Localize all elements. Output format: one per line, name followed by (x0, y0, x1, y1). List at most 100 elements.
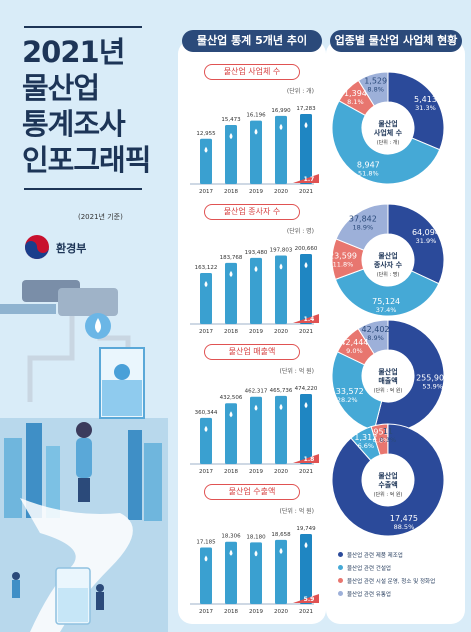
slice-value: 42,402 (362, 325, 390, 334)
value-label: 465,736 (270, 388, 293, 394)
category-label: 2018 (224, 329, 238, 335)
value-label: 183,768 (220, 255, 243, 261)
slice-percent: 31.3% (415, 104, 436, 112)
category-label: 2020 (274, 329, 288, 335)
drop-icon (279, 547, 283, 554)
slice (335, 203, 389, 251)
chart-title: 물산업 수출액 (204, 484, 300, 500)
category-label: 2017 (199, 469, 213, 475)
title-rule (24, 26, 142, 28)
category-label: 2017 (199, 329, 213, 335)
change-label: 1.8 (304, 456, 315, 463)
slice-value: 1,529 (364, 77, 387, 86)
value-label: 19,749 (296, 526, 316, 532)
slice (331, 100, 441, 185)
taegeuk-logo-icon (25, 235, 49, 259)
value-label: 462,317 (245, 389, 268, 395)
donut-center-label: 물산업 (378, 367, 397, 376)
category-label: 2018 (224, 189, 238, 195)
title-line-3: 통계조사 (22, 107, 126, 141)
legend-item: 물산업 관련 건설업 (338, 561, 458, 574)
employee-count-donut: 64,094 31.9% 75,124 37.4% 23,599 11.8% 37,842 1… (328, 200, 448, 320)
category-label: 2020 (274, 189, 288, 195)
donut-center-label: 종사자 수 (374, 260, 403, 269)
bar (225, 403, 237, 464)
value-label: 193,480 (245, 250, 268, 256)
legend-label: 물산업 관련 건설업 (347, 565, 391, 572)
legend-label: 물산업 관련 시설 운영, 청소 및 정화업 (347, 578, 436, 585)
title-line-4: 인포그래픽 (22, 143, 151, 177)
donut-hole (363, 351, 413, 401)
legend-swatch (338, 591, 343, 596)
category-label: 2021 (299, 609, 313, 615)
slice-value: 11 (383, 427, 393, 436)
drop-icon (279, 403, 283, 410)
value-label: 474,220 (295, 386, 318, 392)
slice-value: 1,394 (344, 89, 367, 98)
slice (331, 351, 383, 431)
legend-item: 물산업 관련 시설 운영, 청소 및 정화업 (338, 574, 458, 587)
water-illustration (0, 280, 168, 632)
chart-title: 물산업 매출액 (204, 344, 300, 360)
bar (300, 114, 312, 184)
drop-icon (279, 123, 283, 130)
donut-hole (363, 455, 413, 505)
donut-center-label: 사업체 수 (374, 128, 403, 137)
value-label: 18,658 (271, 532, 291, 538)
slice-value: 23,599 (329, 251, 357, 260)
donut-center-label: 수출액 (378, 480, 397, 489)
slice-value: 17,475 (390, 514, 418, 523)
slice-percent: 88.5% (394, 523, 415, 531)
export-donut: 17,475 88.5% 1,312 6.6% 951 4.8% 11 0.1% 물산업 수출액 (… (328, 420, 448, 540)
category-label: 2020 (274, 609, 288, 615)
slice-value: 42,444 (340, 338, 368, 347)
change-label: 1.4 (304, 316, 315, 323)
change-badge (293, 594, 319, 603)
export-chart: 물산업 수출액 (단위 : 억 원) 17,185 2017 18,306 2018 1… (182, 484, 322, 622)
slice-percent: 0.1% (380, 436, 397, 444)
donut-unit: (단위 : 억 원) (374, 491, 403, 498)
slice-percent: 28.2% (337, 396, 358, 404)
chart-unit: (단위 : 명) (286, 228, 314, 235)
category-label: 2021 (299, 329, 313, 335)
drop-icon (279, 263, 283, 270)
value-label: 18,180 (246, 534, 266, 540)
legend-swatch (338, 578, 343, 583)
value-label: 18,306 (221, 534, 241, 540)
slice-percent: 11.8% (333, 260, 354, 268)
slice (357, 71, 389, 107)
bar (200, 272, 212, 324)
bar (275, 539, 287, 604)
drop-icon (229, 549, 233, 556)
value-label: 200,660 (295, 246, 318, 252)
value-label: 163,122 (195, 265, 218, 271)
bar-plot: 163,122 2017 183,768 2018 193,480 2019 197,803… (190, 246, 319, 335)
value-label: 15,473 (221, 117, 241, 123)
value-label: 16,990 (271, 108, 291, 114)
donut-center-label: 물산업 (378, 119, 397, 128)
title-rule-bottom (24, 188, 142, 190)
slice-value: 133,572 (331, 387, 364, 396)
category-label: 2019 (249, 329, 263, 335)
drop-icon (229, 132, 233, 139)
trend-header: 물산업 통계 5개년 추이 (182, 30, 322, 52)
drop-icon (304, 402, 308, 408)
legend: 물산업 관련 제품 제조업 물산업 관련 건설업 물산업 관련 시설 운영, 청… (338, 548, 458, 600)
change-badge (293, 454, 319, 463)
change-label: 1.7 (304, 176, 315, 183)
watermark: 뉴스100 (349, 595, 457, 625)
drop-icon (204, 555, 208, 562)
bar (250, 257, 262, 324)
legend-label: 물산업 관련 유통업 (347, 591, 391, 598)
drop-icon (304, 262, 308, 268)
title-line-2: 물산업 (22, 71, 100, 105)
value-label: 16,196 (246, 113, 266, 119)
slice (387, 203, 445, 285)
chart-title: 물산업 사업체 수 (204, 64, 300, 80)
category-label: 2018 (224, 469, 238, 475)
donut-center-label: 물산업 (378, 251, 397, 260)
slice-percent: 9.0% (346, 347, 363, 355)
